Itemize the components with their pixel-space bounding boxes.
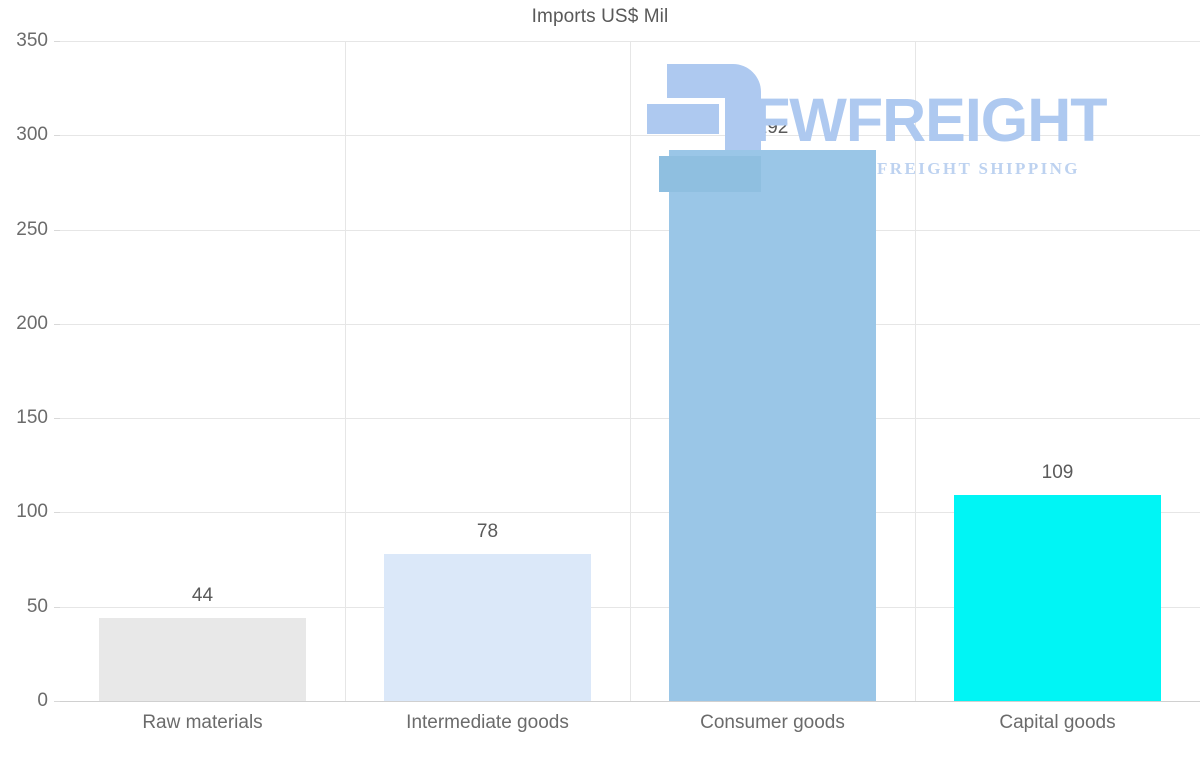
gridline-vertical bbox=[630, 41, 631, 701]
y-axis-tick-label: 150 bbox=[16, 407, 48, 429]
y-axis-tick-mark bbox=[54, 701, 60, 702]
y-axis-tick-label: 50 bbox=[26, 595, 48, 617]
y-axis-tick-mark bbox=[54, 512, 60, 514]
y-axis-tick-mark bbox=[54, 229, 60, 231]
x-axis-tick-label: Intermediate goods bbox=[406, 712, 569, 733]
bar[interactable] bbox=[99, 618, 306, 701]
y-axis-tick-label: 100 bbox=[16, 501, 48, 523]
y-axis-tick-label: 0 bbox=[37, 690, 48, 711]
y-axis-tick-label: 300 bbox=[16, 124, 48, 146]
bar[interactable] bbox=[669, 150, 876, 701]
x-axis-line bbox=[60, 701, 1200, 702]
y-axis-tick-label: 350 bbox=[16, 30, 48, 51]
bar-value-label: 44 bbox=[191, 585, 214, 607]
bar[interactable] bbox=[954, 495, 1161, 701]
y-axis-tick-mark bbox=[54, 135, 60, 137]
y-axis-tick-mark bbox=[54, 606, 60, 608]
gridline-vertical bbox=[345, 41, 346, 701]
y-axis-tick-label: 200 bbox=[16, 312, 48, 334]
gridline-vertical bbox=[915, 41, 916, 701]
x-axis-tick-label: Consumer goods bbox=[700, 712, 845, 733]
x-axis-tick-label: Capital goods bbox=[999, 712, 1116, 733]
bar-value-label: 109 bbox=[1041, 462, 1074, 484]
bar[interactable] bbox=[384, 553, 591, 701]
bar-value-label: 78 bbox=[476, 520, 499, 542]
y-axis-tick-mark bbox=[54, 323, 60, 325]
bar-value-label: 292 bbox=[756, 117, 789, 139]
plot-area: 44 78 292 109 bbox=[60, 41, 1200, 702]
y-axis-tick-mark bbox=[54, 418, 60, 420]
y-axis-tick-mark bbox=[54, 41, 60, 42]
x-axis-tick-label: Raw materials bbox=[142, 712, 263, 733]
chart-title: Imports US$ Mil bbox=[531, 6, 669, 27]
y-axis-tick-label: 250 bbox=[16, 218, 48, 240]
